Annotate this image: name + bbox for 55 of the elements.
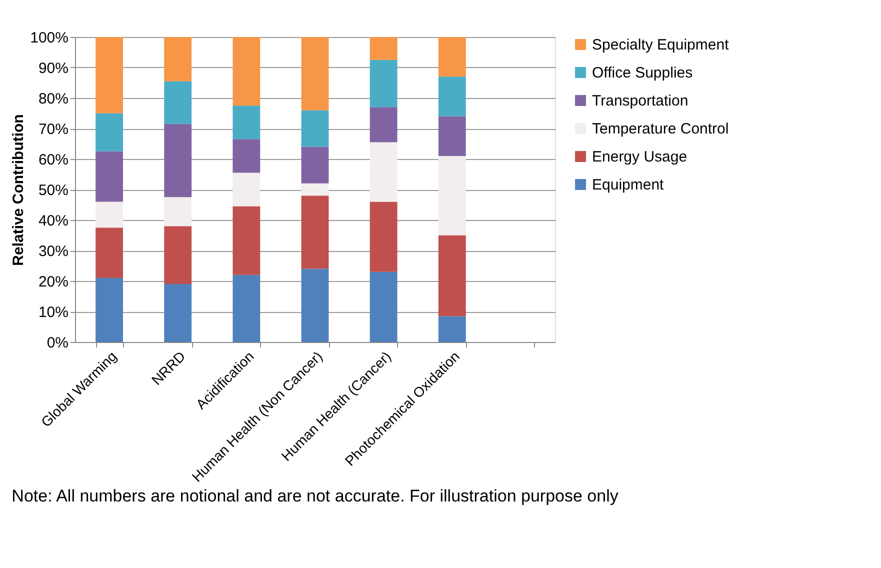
y-axis-title: Relative Contribution xyxy=(10,114,28,266)
legend-label: Office Supplies xyxy=(592,64,693,82)
bar xyxy=(164,81,192,124)
legend-label: Equipment xyxy=(592,176,665,194)
bar xyxy=(370,272,398,342)
bar xyxy=(438,316,466,342)
bar xyxy=(370,60,398,108)
bar xyxy=(301,183,329,196)
text: Note: All numbers are notional and are not accurate. For illustration purpose only xyxy=(12,486,619,506)
y-tick-label: 50% xyxy=(38,182,68,199)
legend-label: Transportation xyxy=(592,92,688,110)
bar xyxy=(301,110,329,147)
y-tick-label: 40% xyxy=(38,212,68,230)
bar xyxy=(164,284,192,342)
bar xyxy=(232,139,260,173)
bar xyxy=(301,268,329,342)
bar xyxy=(164,124,192,198)
legend-label: Energy Usage xyxy=(592,148,688,166)
y-tick-label: 100% xyxy=(30,30,68,46)
bar xyxy=(370,107,398,142)
bar xyxy=(232,274,260,342)
bar xyxy=(96,113,123,152)
bar xyxy=(96,278,123,342)
y-tick-label: 80% xyxy=(38,90,68,108)
bar xyxy=(96,37,123,114)
y-tick-label: 70% xyxy=(38,121,68,138)
bar xyxy=(232,206,260,275)
bar xyxy=(370,202,398,272)
bar xyxy=(438,156,466,236)
bar xyxy=(438,37,466,77)
bar xyxy=(232,106,260,140)
bar xyxy=(232,37,260,106)
bar xyxy=(96,228,123,278)
bar xyxy=(301,196,329,269)
bar xyxy=(164,37,192,82)
bar xyxy=(438,235,466,316)
y-tick-label: 20% xyxy=(38,274,68,290)
bar xyxy=(232,172,260,206)
bar xyxy=(96,202,123,228)
legend-label: Specialty Equipment xyxy=(592,36,730,54)
y-tick-label: 0% xyxy=(46,334,68,352)
legend-label: Temperature Control xyxy=(592,120,729,138)
bar xyxy=(301,146,329,184)
y-tick-label: 10% xyxy=(38,304,68,321)
bar xyxy=(438,116,466,156)
bar xyxy=(438,76,466,116)
y-tick-label: 30% xyxy=(38,243,68,260)
bar xyxy=(370,142,398,202)
y-tick-label: 90% xyxy=(38,60,68,77)
bar xyxy=(301,37,329,110)
bar xyxy=(96,151,123,202)
bar xyxy=(164,197,192,226)
bar xyxy=(164,226,192,284)
bar xyxy=(370,37,398,60)
y-tick-label: 60% xyxy=(38,152,68,168)
